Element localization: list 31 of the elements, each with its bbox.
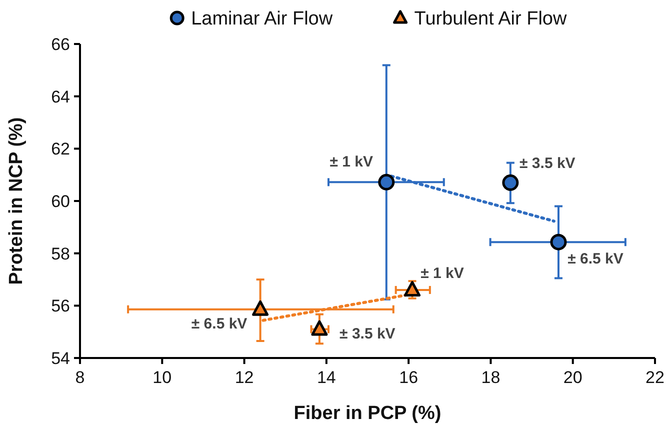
y-tick-label: 66 <box>51 34 70 54</box>
y-tick-label: 62 <box>51 140 70 159</box>
x-axis-title: Fiber in PCP (%) <box>294 403 442 424</box>
x-tick-label: 18 <box>481 368 500 387</box>
y-tick-label: 54 <box>51 348 70 368</box>
point <box>378 174 395 190</box>
y-tick-label: 60 <box>51 192 70 211</box>
x-tick-label: 16 <box>399 368 418 387</box>
point <box>311 320 328 336</box>
y-axis-title: Protein in NCP (%) <box>6 117 27 285</box>
annotation: ± 3.5 kV <box>340 325 396 342</box>
x-tick-label: 20 <box>563 368 582 387</box>
annotation: ± 6.5 kV <box>191 316 248 333</box>
annotation: ± 3.5 kV <box>520 154 576 172</box>
point <box>550 234 567 250</box>
y-tick-label: 58 <box>51 244 70 264</box>
x-tick-label: 12 <box>234 368 254 387</box>
legend-label: Laminar Air Flow <box>191 8 333 30</box>
x-tick-label: 10 <box>152 368 172 387</box>
y-tick-label: 64 <box>51 87 70 106</box>
annotation: ± 1 kV <box>330 153 374 170</box>
point <box>252 300 269 316</box>
point <box>502 174 519 191</box>
legend-label: Turbulent Air Flow <box>414 8 567 30</box>
annotation: ± 1 kV <box>420 265 464 282</box>
x-tick-label: 22 <box>646 368 664 387</box>
x-tick-label: 8 <box>75 368 85 387</box>
y-tick-label: 56 <box>51 296 70 316</box>
annotation: ± 6.5 kV <box>568 250 624 268</box>
x-tick-label: 14 <box>316 368 336 387</box>
point <box>404 281 421 296</box>
